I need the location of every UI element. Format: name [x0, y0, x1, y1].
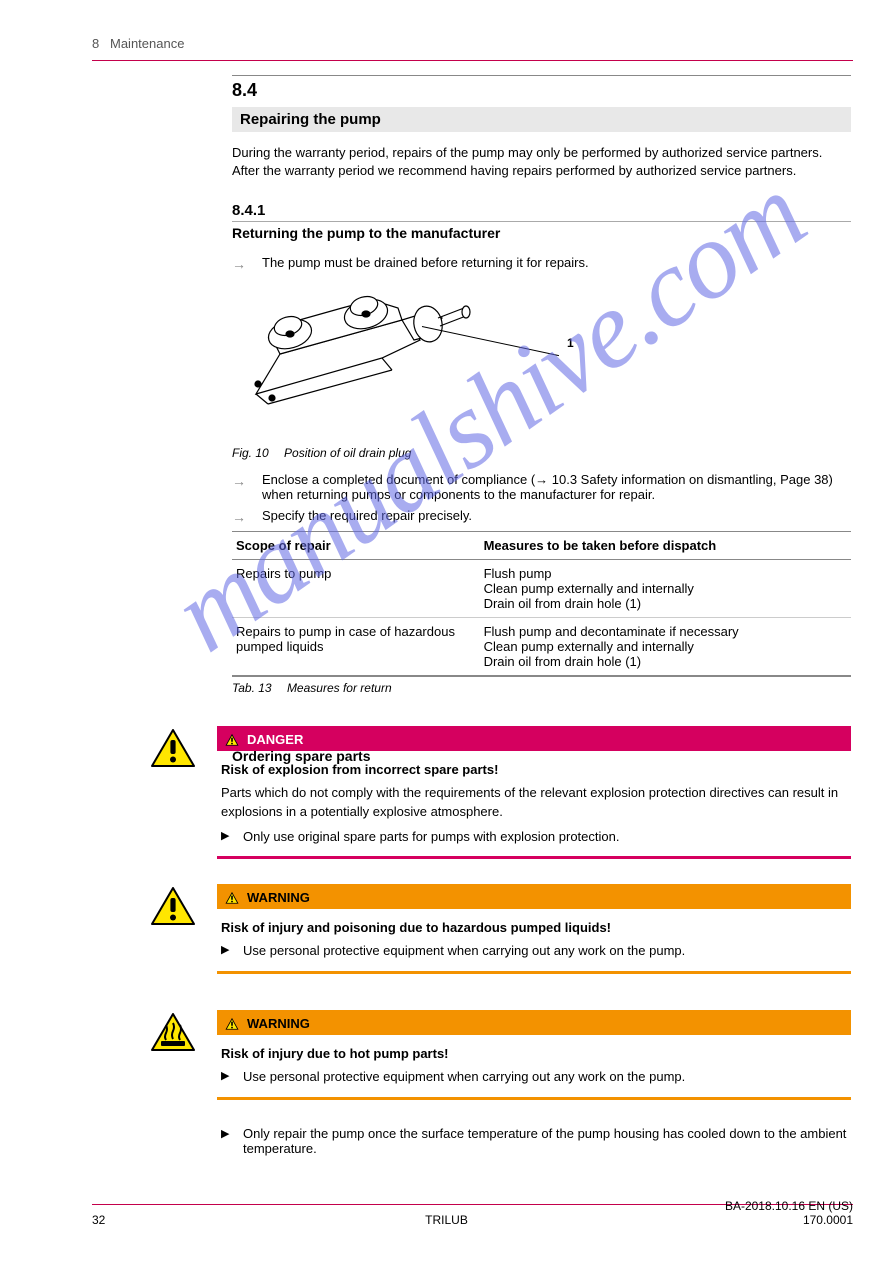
- warning-triangle-icon: [225, 891, 239, 905]
- warn1-border: [217, 971, 851, 974]
- figure-label: Fig. 10: [232, 446, 269, 460]
- alert-warning-2: WARNING Risk of injury due to hot pump p…: [145, 1010, 851, 1100]
- alert-danger: DANGER Risk of explosion from incorrect …: [145, 726, 851, 859]
- cell-meas-1: Flush pump and decontaminate if necessar…: [480, 618, 851, 677]
- trailing-bullet-row: ▶ Only repair the pump once the surface …: [145, 1126, 851, 1156]
- warn2-bullet: Use personal protective equipment when c…: [243, 1068, 685, 1087]
- note-text-2: Enclose a completed document of complian…: [262, 472, 851, 502]
- danger-label: DANGER: [247, 732, 303, 747]
- trailing-bullet-text: Only repair the pump once the surface te…: [243, 1126, 851, 1156]
- note-row-1: → The pump must be drained before return…: [232, 255, 851, 272]
- th-scope: Scope of repair: [232, 532, 480, 560]
- bullet-icon: ▶: [221, 1126, 233, 1156]
- figure-caption: Fig. 10 Position of oil drain plug: [232, 446, 851, 460]
- table-caption: Tab. 13 Measures for return: [232, 681, 851, 695]
- note-row-2: → Enclose a completed document of compli…: [232, 472, 851, 502]
- main-content: 8.4 Repairing the pump During the warran…: [232, 75, 851, 778]
- cell-meas-0: Flush pump Clean pump externally and int…: [480, 560, 851, 618]
- subsection-title-841: Returning the pump to the manufacturer: [232, 225, 851, 241]
- warning-triangle-icon: [150, 886, 196, 926]
- warning-triangle-icon: [225, 733, 239, 747]
- subsection-num-841: 8.4.1: [232, 202, 851, 219]
- danger-border: [217, 856, 851, 859]
- warning-triangle-icon: [225, 1017, 239, 1031]
- bullet-icon: ▶: [221, 942, 233, 961]
- section-number: 8.4: [232, 80, 851, 101]
- table-label: Tab. 13: [232, 681, 272, 695]
- table-row: Repairs to pump in case of hazardous pum…: [232, 618, 851, 677]
- warn1-icon-wrap: [145, 884, 201, 974]
- arrow-icon: →: [232, 508, 250, 525]
- section-title: Repairing the pump: [232, 107, 851, 132]
- danger-bullet: Only use original spare parts for pumps …: [243, 828, 619, 847]
- alert-warning-1: WARNING Risk of injury and poisoning due…: [145, 884, 851, 974]
- callout-number: 1: [567, 336, 574, 350]
- cell-scope-0: Repairs to pump: [232, 560, 480, 618]
- warn1-bar: WARNING: [217, 884, 851, 909]
- note-text-1: The pump must be drained before returnin…: [262, 255, 851, 270]
- measures-table: Scope of repair Measures to be taken bef…: [232, 531, 851, 677]
- header-section-number: 8: [92, 36, 99, 51]
- top-divider: [92, 60, 853, 61]
- warn2-heading: Risk of injury due to hot pump parts!: [221, 1045, 847, 1064]
- bullet-icon: ▶: [221, 1068, 233, 1087]
- danger-bar: DANGER: [217, 726, 851, 751]
- section-body: During the warranty period, repairs of t…: [232, 144, 851, 180]
- table-row: Repairs to pump Flush pump Clean pump ex…: [232, 560, 851, 618]
- danger-subtext: Parts which do not comply with the requi…: [221, 784, 847, 822]
- footer-doc-ref: BA-2018.10.16 EN (US) 170.0001: [725, 1199, 853, 1227]
- warn2-label: WARNING: [247, 1016, 310, 1031]
- danger-heading: Risk of explosion from incorrect spare p…: [221, 761, 847, 780]
- arrow-icon: →: [232, 472, 250, 489]
- pump-figure: 1: [232, 278, 492, 438]
- pump-illustration: [232, 278, 482, 428]
- figure-caption-text: Position of oil drain plug: [284, 446, 411, 460]
- note-text-3: Specify the required repair precisely.: [262, 508, 851, 523]
- cell-scope-1: Repairs to pump in case of hazardous pum…: [232, 618, 480, 677]
- danger-icon-wrap: [145, 726, 201, 859]
- warn1-label: WARNING: [247, 890, 310, 905]
- header-section-text: Maintenance: [110, 36, 184, 51]
- warn2-border: [217, 1097, 851, 1100]
- warn2-icon-wrap: [145, 1010, 201, 1100]
- th-measures: Measures to be taken before dispatch: [480, 532, 851, 560]
- bullet-icon: ▶: [221, 828, 233, 847]
- warn1-heading: Risk of injury and poisoning due to haza…: [221, 919, 847, 938]
- table-caption-text: Measures for return: [287, 681, 392, 695]
- warn1-bullet: Use personal protective equipment when c…: [243, 942, 685, 961]
- hot-surface-icon: [150, 1012, 196, 1052]
- warn2-bar: WARNING: [217, 1010, 851, 1035]
- note-row-3: → Specify the required repair precisely.: [232, 508, 851, 525]
- section-top-line: [232, 75, 851, 76]
- arrow-icon: →: [232, 255, 250, 272]
- warning-triangle-icon: [150, 728, 196, 768]
- subsection-divider: [232, 221, 851, 222]
